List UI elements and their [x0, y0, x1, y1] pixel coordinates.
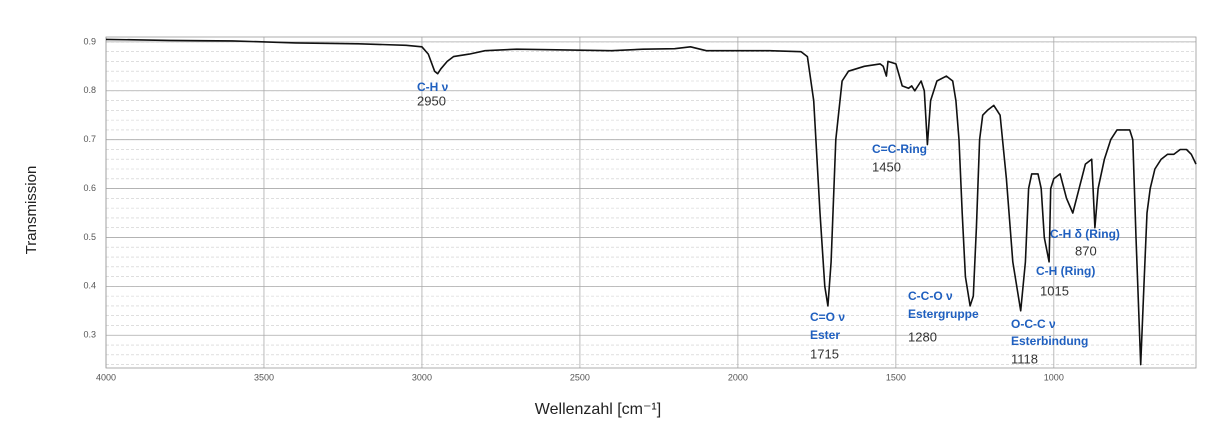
- x-tick-label: 1500: [886, 372, 906, 382]
- y-tick-label: 0.6: [83, 183, 96, 193]
- y-tick-label: 0.5: [83, 232, 96, 242]
- x-axis-label: Wellenzahl [cm⁻¹]: [535, 401, 661, 418]
- annotation-label: C-H ν: [417, 80, 449, 94]
- y-axis-label: Transmission: [23, 166, 40, 255]
- annotation-label: C-C-O ν: [908, 289, 953, 303]
- annotation-wavenumber: 1118: [1011, 351, 1038, 366]
- x-tick-label: 2500: [570, 372, 590, 382]
- x-tick-label: 4000: [96, 372, 116, 382]
- x-tick-label: 3000: [412, 372, 432, 382]
- annotation-wavenumber: 1280: [908, 329, 937, 344]
- annotation-label: C-H (Ring): [1036, 264, 1095, 278]
- plot-frame: [105, 36, 1197, 369]
- annotation-wavenumber: 1450: [872, 159, 901, 174]
- annotation-label: C=C-Ring: [872, 142, 927, 156]
- y-tick-label: 0.9: [83, 36, 96, 46]
- y-tick-label: 0.3: [83, 330, 96, 340]
- annotation-wavenumber: 870: [1075, 243, 1097, 258]
- x-tick-label: 3500: [254, 372, 274, 382]
- annotation-label: C-H δ (Ring): [1050, 227, 1120, 241]
- y-tick-label: 0.7: [83, 134, 96, 144]
- annotation-wavenumber: 1015: [1040, 283, 1069, 298]
- x-tick-label: 1000: [1044, 372, 1064, 382]
- annotation-wavenumber: 2950: [417, 93, 446, 108]
- annotation-label: Estergruppe: [908, 307, 979, 321]
- spectrum-line: [105, 38, 1197, 366]
- annotation-wavenumber: 1715: [810, 346, 839, 361]
- x-tick-label: 2000: [728, 372, 748, 382]
- annotation-label: O-C-C ν: [1011, 317, 1056, 331]
- annotation-label: C=O ν: [810, 310, 845, 324]
- annotation-label: Esterbindung: [1011, 334, 1088, 348]
- y-tick-label: 0.8: [83, 85, 96, 95]
- annotation-label: Ester: [810, 328, 840, 342]
- y-tick-label: 0.4: [83, 281, 96, 291]
